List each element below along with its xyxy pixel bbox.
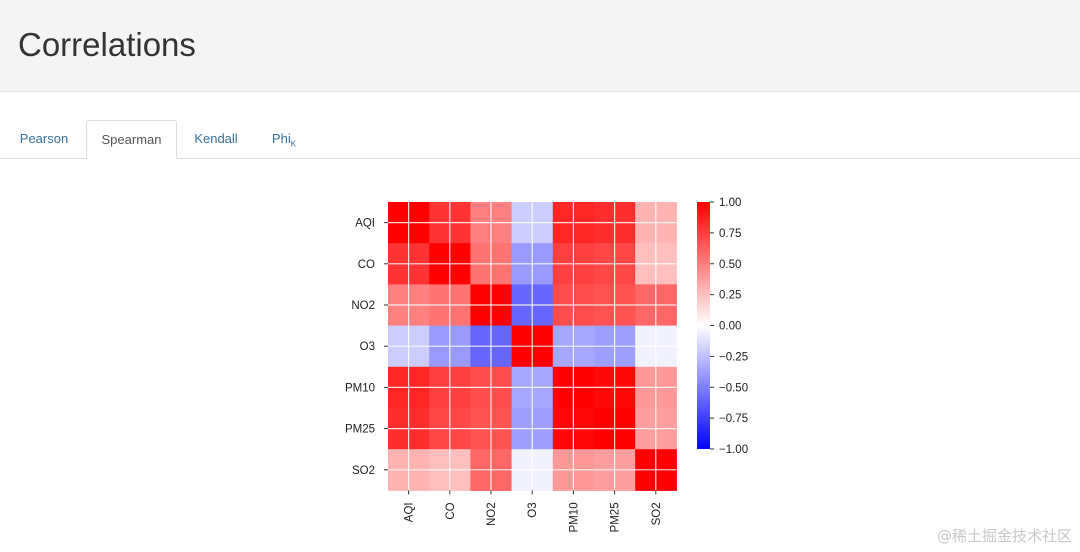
- colorbar-tick-label: 0.25: [719, 290, 741, 302]
- y-tick-label-o3: O3: [360, 341, 375, 353]
- tab-kendall-label: Kendall: [194, 131, 238, 146]
- colorbar-tick-label: −0.25: [719, 351, 748, 363]
- colorbar: [697, 202, 710, 449]
- x-tick-label-aqi: AQI: [404, 502, 416, 522]
- colorbar-tick-label: 0.50: [719, 259, 741, 271]
- tab-spearman[interactable]: Spearman: [86, 120, 177, 159]
- x-tick-label-co: CO: [445, 502, 457, 519]
- y-tick-label-co: CO: [358, 259, 375, 271]
- watermark: @稀土掘金技术社区: [936, 527, 1072, 545]
- colorbar-tick-label: 0.00: [719, 321, 741, 333]
- tab-kendall[interactable]: Kendall: [180, 120, 252, 159]
- tab-phik[interactable]: PhiK: [256, 120, 312, 159]
- page-title: Correlations: [18, 26, 196, 63]
- x-tick-label-pm25: PM25: [610, 502, 622, 532]
- tab-phik-subscript: K: [290, 139, 297, 149]
- colorbar-tick-label: −0.75: [719, 413, 748, 425]
- y-tick-label-no2: NO2: [351, 300, 375, 312]
- tab-pearson[interactable]: Pearson: [4, 120, 84, 159]
- page-header: Correlations: [0, 0, 1080, 92]
- y-tick-label-so2: SO2: [352, 465, 375, 477]
- colorbar-tick-label: 1.00: [719, 197, 741, 209]
- y-tick-label-pm25: PM25: [345, 424, 375, 436]
- correlation-tabs: Pearson Spearman Kendall PhiK: [0, 120, 1080, 159]
- colorbar-tick-label: −0.50: [719, 382, 748, 394]
- colorbar-tick-label: −1.00: [719, 444, 748, 456]
- y-tick-label-aqi: AQI: [355, 218, 375, 230]
- x-tick-label-no2: NO2: [486, 502, 498, 526]
- colorbar-tick-label: 0.75: [719, 228, 741, 240]
- x-tick-label-o3: O3: [527, 502, 539, 517]
- tab-spearman-label: Spearman: [101, 132, 162, 147]
- tab-pearson-label: Pearson: [19, 131, 69, 146]
- tab-phik-label: Phi: [271, 131, 291, 146]
- x-tick-label-so2: SO2: [651, 502, 663, 525]
- x-tick-label-pm10: PM10: [568, 502, 580, 532]
- y-tick-label-pm10: PM10: [345, 382, 375, 394]
